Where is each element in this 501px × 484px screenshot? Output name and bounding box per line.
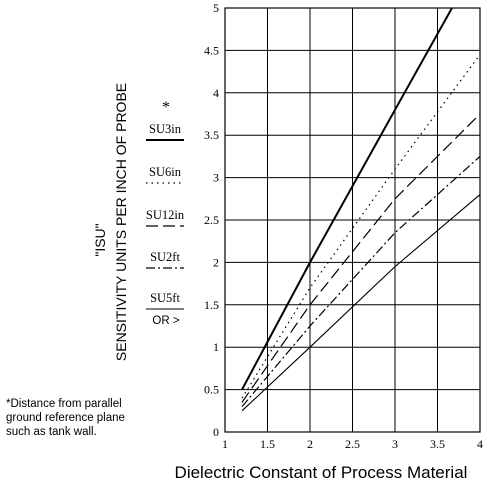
legend-label-suffix: OR > (152, 315, 179, 327)
y-tick-label: 0.5 (204, 383, 219, 397)
y-tick-label: 3.5 (204, 128, 219, 142)
legend: * SU3in SU6in SU12in SU2ft SU5ft OR > (146, 99, 185, 327)
legend-label-su3in: SU3in (149, 122, 182, 136)
x-tick-label: 4 (477, 437, 483, 451)
series-line-su3in (241, 7, 453, 391)
y-tick-labels: 0 0.5 1 1.5 2 2.5 3 3.5 4 4.5 5 (204, 1, 219, 439)
x-tick-label: 1.5 (260, 437, 275, 451)
plot-frame (224, 7, 481, 433)
y-tick-label: 4.5 (204, 43, 219, 57)
y-tick-label: 3 (213, 171, 219, 185)
series-line-su6in (241, 54, 481, 399)
y-tick-label: 5 (213, 1, 219, 15)
y-tick-label: 2.5 (204, 213, 219, 227)
y-tick-label: 1.5 (204, 298, 219, 312)
series-line-su5ft (241, 194, 481, 412)
y-axis-prefix: "ISU" (92, 223, 108, 256)
legend-label-su5ft: SU5ft (150, 291, 180, 305)
series-lines (241, 7, 481, 412)
grid (224, 7, 481, 433)
y-tick-label: 2 (213, 255, 219, 269)
x-tick-label: 3.5 (430, 437, 445, 451)
x-tick-label: 3 (392, 437, 398, 451)
series-line-su2ft (241, 155, 481, 407)
x-tick-label: 2 (307, 437, 313, 451)
series-line-su12in (241, 113, 481, 403)
x-tick-label: 1 (222, 437, 228, 451)
x-tick-label: 2.5 (345, 437, 360, 451)
y-tick-label: 0 (213, 425, 219, 439)
legend-asterisk: * (162, 99, 170, 116)
legend-label-su6in: SU6in (149, 165, 182, 179)
footnote-line: such as tank wall. (6, 426, 97, 438)
x-tick-labels: 1 1.5 2 2.5 3 3.5 4 (222, 437, 483, 451)
footnote-line: ground reference plane (6, 412, 125, 424)
y-tick-label: 1 (213, 340, 219, 354)
footnote-line: *Distance from parallel (6, 398, 122, 410)
legend-label-su12in: SU12in (146, 208, 185, 222)
y-tick-label: 4 (213, 86, 219, 100)
footnote: *Distance from parallel ground reference… (6, 397, 181, 439)
y-axis-title: SENSITIVITY UNITS PER INCH OF PROBE (113, 83, 129, 361)
x-axis-title: Dielectric Constant of Process Material (175, 463, 468, 482)
legend-label-su2ft: SU2ft (150, 250, 180, 264)
